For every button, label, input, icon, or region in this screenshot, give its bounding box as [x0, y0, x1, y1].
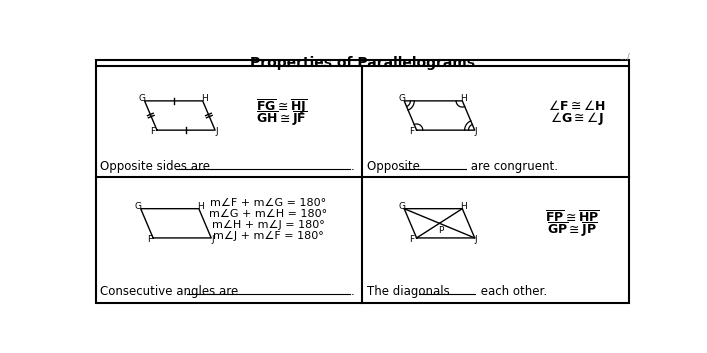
Text: m∠G + m∠H = 180°: m∠G + m∠H = 180°	[209, 209, 327, 219]
Text: F: F	[151, 127, 156, 136]
Text: .: .	[351, 285, 354, 298]
Text: $\angle\mathbf{G} \cong \angle\mathbf{J}$: $\angle\mathbf{G} \cong \angle\mathbf{J}…	[550, 110, 603, 127]
Text: Properties of Parallelograms: Properties of Parallelograms	[250, 56, 475, 70]
Text: Consecutive angles are: Consecutive angles are	[100, 285, 242, 298]
Text: H: H	[201, 94, 208, 103]
Text: $\overline{\mathbf{FP}} \cong \overline{\mathbf{HP}}$: $\overline{\mathbf{FP}} \cong \overline{…	[545, 209, 600, 225]
Text: G: G	[135, 202, 142, 211]
Text: $\overline{\mathbf{GH}} \cong \overline{\mathbf{JF}}$: $\overline{\mathbf{GH}} \cong \overline{…	[257, 109, 308, 128]
Text: F: F	[409, 235, 414, 244]
Text: m∠F + m∠G = 180°: m∠F + m∠G = 180°	[210, 198, 326, 208]
Text: m∠J + m∠F = 180°: m∠J + m∠F = 180°	[213, 231, 324, 241]
Text: G: G	[139, 94, 146, 103]
Text: G: G	[398, 94, 405, 103]
Text: .../: .../	[619, 52, 630, 61]
Text: J: J	[216, 127, 218, 136]
Text: are congruent.: are congruent.	[467, 160, 559, 173]
Text: F: F	[146, 235, 152, 244]
Text: H: H	[460, 202, 467, 211]
Text: P: P	[438, 226, 444, 235]
Text: J: J	[475, 127, 477, 136]
Text: $\angle\mathbf{F} \cong \angle\mathbf{H}$: $\angle\mathbf{F} \cong \angle\mathbf{H}…	[548, 99, 605, 113]
Text: F: F	[409, 127, 414, 136]
Text: The diagonals: The diagonals	[368, 285, 454, 298]
Text: J: J	[211, 235, 214, 244]
Text: .: .	[351, 160, 354, 173]
Text: Opposite: Opposite	[368, 160, 424, 173]
Text: Opposite sides are: Opposite sides are	[100, 160, 214, 173]
Text: $\overline{\mathbf{FG}} \cong \overline{\mathbf{HJ}}$: $\overline{\mathbf{FG}} \cong \overline{…	[257, 97, 308, 115]
Text: H: H	[197, 202, 204, 211]
Text: J: J	[475, 235, 477, 244]
Text: each other.: each other.	[477, 285, 547, 298]
Bar	[96, 60, 629, 303]
Text: H: H	[460, 94, 467, 103]
Text: G: G	[398, 202, 405, 211]
Text: m∠H + m∠J = 180°: m∠H + m∠J = 180°	[212, 220, 325, 230]
Text: $\overline{\mathbf{GP}} \cong \overline{\mathbf{JP}}$: $\overline{\mathbf{GP}} \cong \overline{…	[547, 220, 598, 239]
